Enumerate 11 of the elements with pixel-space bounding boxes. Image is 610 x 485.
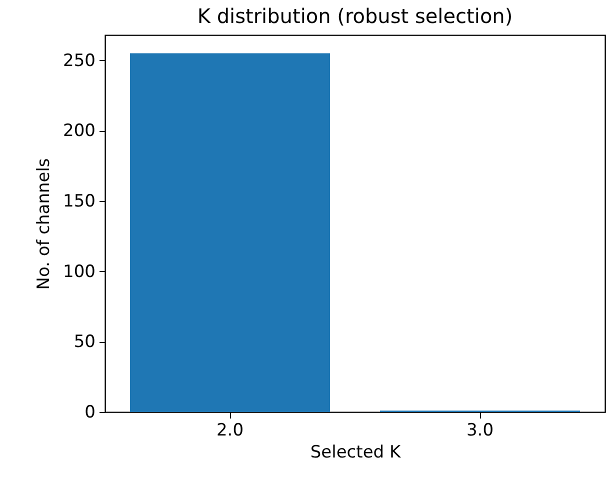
- y-axis-title: No. of channels: [34, 158, 54, 290]
- chart-title: K distribution (robust selection): [197, 4, 513, 28]
- y-tick-label: 150: [63, 191, 96, 212]
- y-tick-label: 0: [84, 402, 96, 422]
- y-tick-label: 50: [74, 332, 96, 352]
- y-tick-label: 250: [63, 50, 96, 71]
- x-tick-label: 3.0: [466, 420, 494, 440]
- y-tick-label: 100: [63, 262, 96, 282]
- x-axis-title: Selected K: [310, 442, 402, 462]
- y-tick-label: 200: [63, 121, 96, 142]
- x-tick-label: 2.0: [216, 420, 244, 440]
